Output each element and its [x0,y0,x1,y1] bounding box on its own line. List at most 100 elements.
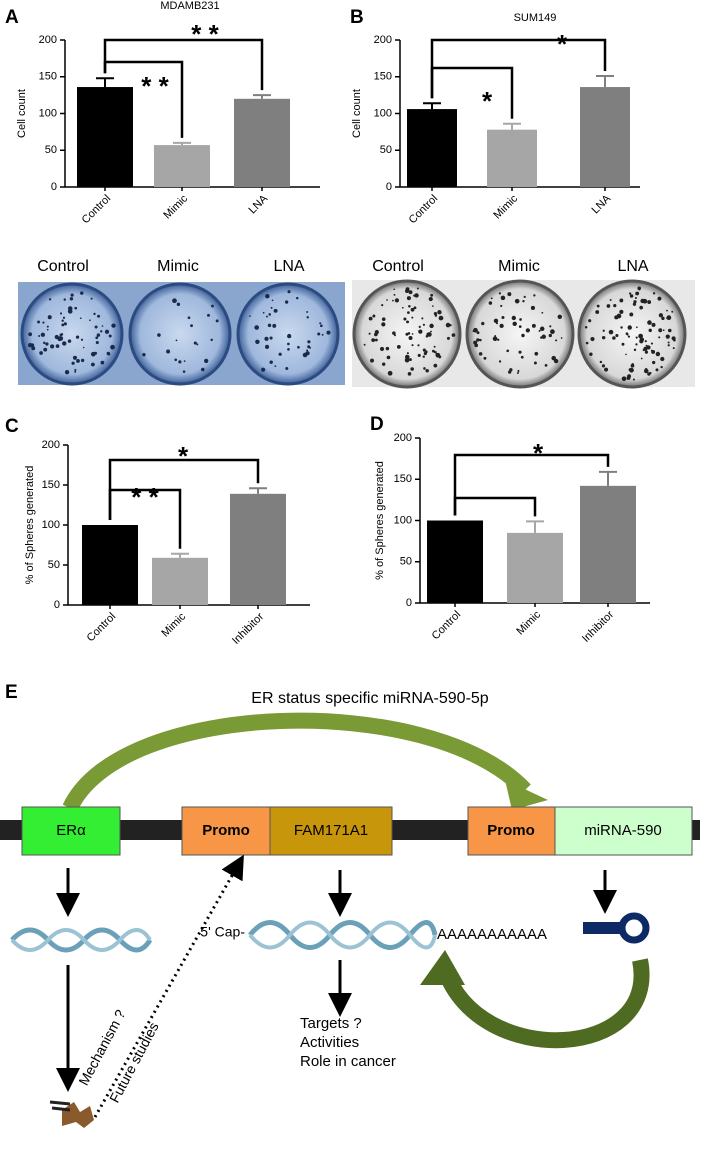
colony [406,296,411,301]
colony [555,339,558,342]
colony [182,370,186,373]
colony [652,360,656,365]
colony [76,359,80,363]
y-tick-label: 150 [42,479,60,491]
diagram-title: ER status specific miRNA-590-5p [251,690,489,707]
colony [62,316,66,319]
colony [588,319,592,323]
colony [269,360,273,364]
colony [499,323,504,328]
colony [381,317,386,321]
colony [599,360,603,364]
significance-label: * [482,86,493,116]
photo-a [18,282,345,386]
colony [46,325,49,328]
y-tick-label: 200 [42,439,60,451]
protein [49,1100,71,1112]
colony [650,342,654,345]
colony [629,294,634,298]
tail-label: AAAAAAAAAAA [437,926,547,943]
colony [407,311,410,314]
colony [640,357,643,360]
colony [381,362,386,366]
colony [431,305,434,307]
panel-letter: C [5,416,19,437]
colony [631,363,635,366]
colony [363,343,366,346]
diagram: E ER status specific miRNA-590-5p ERα Pr… [0,682,700,1128]
colony [75,335,80,339]
colony [550,329,555,335]
photo-label: Mimic [157,258,199,275]
colony [516,372,519,374]
y-tick-label: 0 [54,599,60,611]
colony [428,296,433,302]
colony [633,348,637,352]
colony [418,329,423,334]
colony [601,335,606,340]
colony [531,323,536,328]
y-tick-label: 150 [374,71,392,83]
colony [661,316,665,321]
colony [425,369,429,373]
colony [500,295,506,301]
colony [635,336,638,339]
colony [387,370,393,376]
colony [47,315,52,320]
colony [666,309,668,312]
colony [269,336,273,340]
mrna [248,920,437,950]
colony [43,341,46,345]
colony [667,328,672,333]
colony [94,325,98,329]
y-tick-label: 50 [45,144,57,156]
bar [580,87,630,187]
x-tick-label: Control [80,193,114,227]
colony [627,325,632,330]
arrow-head [420,950,465,985]
dotted-arrow [93,854,244,1118]
colony [54,334,59,340]
colony [520,355,524,359]
colony [410,307,415,312]
y-axis-label: % of Spheres generated [374,461,386,580]
y-axis-label: % of Spheres generated [24,466,36,585]
y-tick-label: 200 [39,34,57,46]
colony [500,304,503,308]
y-tick-label: 50 [48,559,60,571]
colony [662,329,665,332]
colony [437,310,442,315]
dna [10,928,152,952]
colony [671,310,674,313]
colony [74,370,77,373]
significance-bracket [103,60,184,138]
significance-label: * * [131,482,159,512]
colony [523,295,526,298]
y-tick-label: 0 [51,181,57,193]
colony [430,330,432,333]
colony [638,333,643,339]
colony [200,367,205,372]
colony [506,349,510,353]
colony [187,316,191,320]
colony [522,299,525,303]
colony [512,321,517,327]
colony [95,340,99,345]
colony [381,304,384,307]
colony [405,287,410,292]
colony [539,326,545,332]
colony [368,316,373,321]
colony [79,317,82,320]
colony [409,358,412,361]
inhibit-arrow [437,958,650,1048]
colony [80,358,85,363]
y-tick-label: 50 [380,144,392,156]
colony [273,308,278,313]
colony [483,356,487,360]
outcome: Role in cancer [300,1053,396,1070]
y-tick-label: 0 [406,597,412,609]
colony [533,294,536,297]
colony [59,333,63,337]
x-tick-label: LNA [590,192,614,216]
colony [433,345,436,348]
